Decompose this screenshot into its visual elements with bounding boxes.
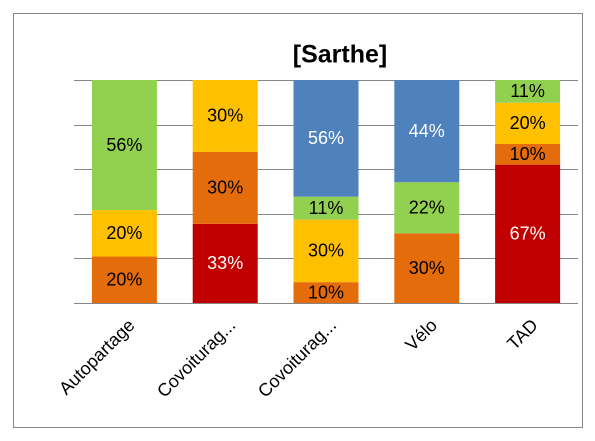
data-label: 20% [106, 270, 142, 290]
data-label: 67% [510, 224, 546, 244]
chart-title: [Sarthe] [293, 41, 387, 69]
data-label: 56% [106, 135, 142, 155]
bar-segment [394, 233, 460, 303]
data-label: 30% [207, 178, 243, 198]
bar-segment [192, 80, 258, 152]
bar-segment [91, 256, 157, 303]
data-label: 20% [510, 113, 546, 133]
bar-segment [394, 80, 460, 183]
data-label: 20% [106, 223, 142, 243]
bar-segment [293, 219, 359, 283]
data-label: 30% [207, 106, 243, 126]
bar-segment [495, 80, 561, 103]
data-label: 30% [409, 258, 445, 278]
bar-segment [495, 102, 561, 145]
bar-segment [495, 144, 561, 165]
data-label: 44% [409, 121, 445, 141]
bar-segment [192, 223, 258, 303]
data-label: 56% [308, 128, 344, 148]
bar-segment [91, 80, 157, 211]
bar-segment [91, 210, 157, 257]
data-label: 11% [309, 198, 344, 218]
bar-segment [293, 282, 359, 303]
bar-segment [293, 80, 359, 197]
bar-segment [394, 182, 460, 234]
data-label: 10% [308, 282, 344, 302]
data-label: 11% [510, 81, 545, 101]
data-label: 30% [308, 241, 344, 261]
data-label: 22% [409, 198, 445, 218]
bar-segment [192, 151, 258, 224]
bar-segment [495, 164, 561, 303]
bar-segment [293, 196, 359, 220]
data-label: 33% [207, 253, 243, 273]
data-label: 10% [510, 144, 546, 164]
